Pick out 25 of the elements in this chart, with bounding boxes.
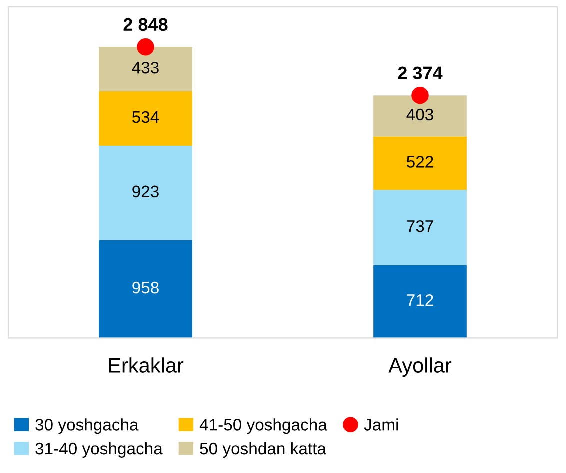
x-tick-label: Ayollar <box>388 358 452 378</box>
data-label: 2 374 <box>398 66 443 80</box>
bar <box>99 146 192 240</box>
legend-label: 41-50 yoshgacha <box>200 418 328 434</box>
bar <box>374 96 467 137</box>
bar <box>99 240 192 338</box>
data-label: 433 <box>132 62 159 74</box>
legend-label: Jami <box>364 418 398 431</box>
data-label: 522 <box>407 156 434 168</box>
legend-label: 30 yoshgacha <box>36 418 139 434</box>
data-label: 403 <box>406 108 434 121</box>
legend-label: 50 yoshdan katta <box>200 442 326 458</box>
data-label: 737 <box>407 220 434 232</box>
x-tick-label: Erkaklar <box>109 358 184 373</box>
bar <box>99 91 192 146</box>
bar <box>374 136 467 190</box>
legend-label: 31-40 yoshgacha <box>36 442 163 458</box>
bar <box>374 190 467 266</box>
data-label: 2 848 <box>124 18 168 32</box>
bar <box>374 265 467 338</box>
data-label: 712 <box>407 294 434 306</box>
data-label: 958 <box>132 282 159 294</box>
data-label: 534 <box>132 111 160 124</box>
data-label: 923 <box>132 186 159 198</box>
bar <box>99 47 192 92</box>
